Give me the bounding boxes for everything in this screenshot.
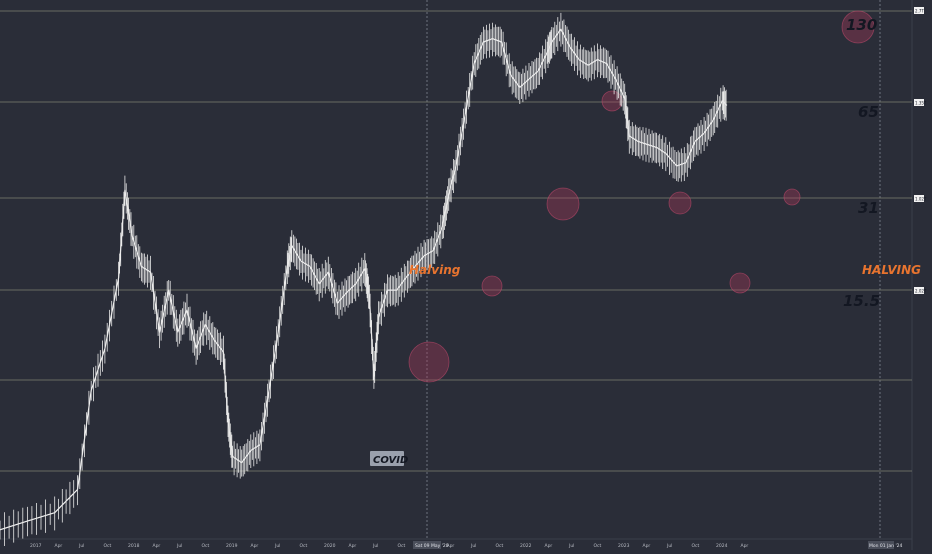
time-tick-label: Jul	[666, 543, 672, 549]
level-label-31: 31	[858, 199, 879, 217]
time-tick-label: Apr	[643, 543, 651, 549]
crosshair-date-label: Sat 09 May '20	[415, 543, 449, 549]
highlight-circle-breakout	[481, 275, 503, 297]
time-tick-label: 2018	[128, 543, 140, 549]
time-tick-label: Jul	[372, 543, 378, 549]
time-tick-label: Oct	[398, 543, 406, 549]
price-tag-bg-4	[914, 287, 924, 294]
time-tick-label: 2017	[30, 543, 42, 549]
level-label-130: 130	[846, 16, 877, 34]
time-tick-label: Jul	[470, 543, 476, 549]
price-tag-4: 2.02T	[915, 289, 927, 294]
highlight-circle-recent	[783, 188, 801, 206]
time-tick-label: 2022	[520, 543, 532, 549]
crosshair-date-badge: Sat 09 May '20	[413, 541, 449, 549]
time-tick-label: Jul	[568, 543, 574, 549]
time-tick-label: 2023	[618, 543, 630, 549]
time-tick-label: Oct	[202, 543, 210, 549]
time-tick-label: 2020	[324, 543, 336, 549]
highlight-circle-ath	[601, 90, 623, 112]
highlight-markers	[408, 10, 875, 383]
highlight-circle-halving-2020	[408, 341, 450, 383]
time-tick-label: Jul	[78, 543, 84, 549]
covid-label: COVID	[373, 455, 408, 466]
time-tick-label: 2019	[226, 543, 238, 549]
price-axis-tags: 2.7T 1.35T 1.02T 2.02T	[914, 7, 927, 294]
halving-2024-label: HALVING	[862, 263, 921, 277]
price-tag-bg-3	[914, 195, 924, 202]
price-series-wicks	[0, 12, 727, 546]
time-tick-label: Apr	[545, 543, 553, 549]
halving-2020-label: Halving	[409, 263, 461, 277]
level-label-65: 65	[858, 103, 879, 121]
time-tick-label: Oct	[496, 543, 504, 549]
crosshair-date-bg	[413, 541, 441, 549]
price-tag-2: 1.35T	[915, 101, 927, 106]
time-tick-label: Oct	[594, 543, 602, 549]
price-tag-3: 1.02T	[915, 197, 927, 202]
highlight-circle-130	[841, 10, 875, 44]
cursor-date-bg	[868, 541, 894, 549]
time-tick-label: Apr	[741, 543, 749, 549]
price-tag-bg-2	[914, 99, 924, 106]
time-tick-label: 2024	[716, 543, 728, 549]
time-tick-label: Apr	[55, 543, 63, 549]
time-tick-label: Apr	[447, 543, 455, 549]
time-tick-label: Oct	[104, 543, 112, 549]
time-tick-label: Oct	[692, 543, 700, 549]
price-tag-1: 2.7T	[915, 9, 924, 14]
covid-label-bg	[370, 451, 404, 466]
price-tag-bg-1	[914, 7, 924, 14]
time-tick-label: Jul	[176, 543, 182, 549]
time-tick-label: Apr	[251, 543, 259, 549]
highlight-circle-2022	[668, 191, 692, 215]
time-tick-label: Jul	[274, 543, 280, 549]
cursor-date-label: Mon 01 Jan '24	[869, 543, 903, 549]
highlight-circle-mid-2021	[546, 187, 580, 221]
cursor-date-badge: Mon 01 Jan '24	[868, 541, 903, 549]
time-tick-label: Apr	[349, 543, 357, 549]
level-label-15-5: 15.5	[843, 292, 880, 310]
time-tick-label: Apr	[153, 543, 161, 549]
time-tick-label: Oct	[300, 543, 308, 549]
highlight-circle-bottom	[729, 272, 751, 294]
covid-label-box: COVID	[370, 451, 408, 466]
